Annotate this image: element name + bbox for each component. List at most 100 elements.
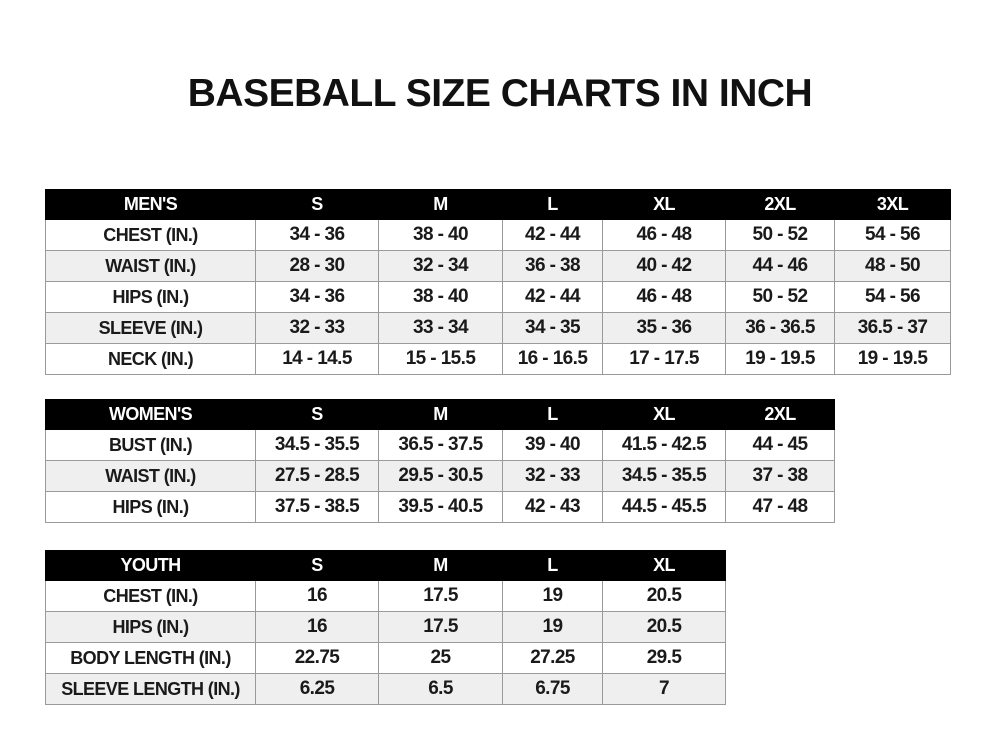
size-value: 19	[502, 580, 603, 612]
size-header: L	[502, 399, 603, 430]
size-value: 37.5 - 38.5	[255, 491, 379, 523]
size-value: 44.5 - 45.5	[602, 491, 726, 523]
size-value: 34 - 36	[255, 281, 379, 313]
size-header: M	[378, 399, 503, 430]
table-row: BUST (IN.) 34.5 - 35.5 36.5 - 37.5 39 - 40 4…	[45, 429, 835, 461]
size-value: 40 - 42	[602, 250, 726, 282]
measurement-label: SLEEVE LENGTH (IN.)	[45, 673, 256, 705]
size-value: 42 - 44	[502, 219, 603, 251]
size-value: 38 - 40	[378, 219, 503, 251]
page-title: BASEBALL SIZE CHARTS IN INCH	[187, 72, 813, 115]
size-value: 34 - 36	[255, 219, 379, 251]
womens-size-table: WOMEN'S S M L XL 2XL BUST (IN.) 34.5 - 35.5 36.5…	[45, 399, 835, 523]
size-value: 28 - 30	[255, 250, 379, 282]
header-row: WOMEN'S S M L XL 2XL	[45, 399, 835, 430]
measurement-label: HIPS (IN.)	[45, 281, 256, 313]
measurement-label: CHEST (IN.)	[45, 219, 256, 251]
size-value: 14 - 14.5	[255, 343, 379, 375]
size-value: 37 - 38	[725, 460, 835, 492]
size-header: L	[502, 550, 603, 581]
measurement-label: BUST (IN.)	[45, 429, 256, 461]
table-row: CHEST (IN.) 34 - 36 38 - 40 42 - 44 46 - 48 5…	[45, 219, 951, 251]
size-value: 17.5	[378, 611, 503, 643]
measurement-label: HIPS (IN.)	[45, 611, 256, 643]
size-value: 6.5	[378, 673, 503, 705]
size-value: 54 - 56	[834, 281, 951, 313]
size-header: S	[255, 399, 379, 430]
size-value: 19 - 19.5	[725, 343, 835, 375]
header-row: YOUTH S M L XL	[45, 550, 726, 581]
size-header: M	[378, 550, 503, 581]
size-value: 42 - 43	[502, 491, 603, 523]
size-value: 46 - 48	[602, 281, 726, 313]
size-value: 50 - 52	[725, 219, 835, 251]
table-row: WAIST (IN.) 27.5 - 28.5 29.5 - 30.5 32 - 33…	[45, 460, 835, 492]
measurement-label: SLEEVE (IN.)	[45, 312, 256, 344]
size-value: 39 - 40	[502, 429, 603, 461]
size-value: 32 - 33	[255, 312, 379, 344]
size-value: 19 - 19.5	[834, 343, 951, 375]
size-header: XL	[602, 399, 726, 430]
table-row: HIPS (IN.) 16 17.5 19 20.5	[45, 611, 726, 643]
table-row: WAIST (IN.) 28 - 30 32 - 34 36 - 38 40 - 42 4…	[45, 250, 951, 282]
size-header: S	[255, 189, 379, 220]
category-header: YOUTH	[45, 550, 256, 581]
table-row: SLEEVE LENGTH (IN.) 6.25 6.5 6.75 7	[45, 673, 726, 705]
measurement-label: WAIST (IN.)	[45, 250, 256, 282]
size-value: 38 - 40	[378, 281, 503, 313]
youth-size-table: YOUTH S M L XL CHEST (IN.) 16 17.5 19 20.5 HIPS (I…	[45, 550, 726, 705]
size-value: 36 - 36.5	[725, 312, 835, 344]
table-row: NECK (IN.) 14 - 14.5 15 - 15.5 16 - 16.5 17 …	[45, 343, 951, 375]
measurement-label: NECK (IN.)	[45, 343, 256, 375]
size-value: 29.5 - 30.5	[378, 460, 503, 492]
size-value: 15 - 15.5	[378, 343, 503, 375]
size-value: 32 - 34	[378, 250, 503, 282]
header-row: MEN'S S M L XL 2XL 3XL	[45, 189, 951, 220]
size-value: 36.5 - 37.5	[378, 429, 503, 461]
size-value: 39.5 - 40.5	[378, 491, 503, 523]
size-header: XL	[602, 550, 726, 581]
size-header: 2XL	[725, 189, 835, 220]
size-header: XL	[602, 189, 726, 220]
size-value: 16 - 16.5	[502, 343, 603, 375]
size-header: L	[502, 189, 603, 220]
size-value: 44 - 45	[725, 429, 835, 461]
size-value: 48 - 50	[834, 250, 951, 282]
size-value: 54 - 56	[834, 219, 951, 251]
size-value: 34.5 - 35.5	[602, 460, 726, 492]
table-row: BODY LENGTH (IN.) 22.75 25 27.25 29.5	[45, 642, 726, 674]
measurement-label: HIPS (IN.)	[45, 491, 256, 523]
size-value: 36.5 - 37	[834, 312, 951, 344]
size-value: 36 - 38	[502, 250, 603, 282]
size-value: 35 - 36	[602, 312, 726, 344]
measurement-label: WAIST (IN.)	[45, 460, 256, 492]
table-row: SLEEVE (IN.) 32 - 33 33 - 34 34 - 35 35 - 36…	[45, 312, 951, 344]
size-value: 6.75	[502, 673, 603, 705]
size-value: 33 - 34	[378, 312, 503, 344]
mens-size-table: MEN'S S M L XL 2XL 3XL CHEST (IN.) 34 - 36 38 - 4…	[45, 189, 951, 375]
size-value: 19	[502, 611, 603, 643]
measurement-label: CHEST (IN.)	[45, 580, 256, 612]
table-row: CHEST (IN.) 16 17.5 19 20.5	[45, 580, 726, 612]
size-value: 50 - 52	[725, 281, 835, 313]
size-value: 20.5	[602, 580, 726, 612]
size-header: S	[255, 550, 379, 581]
size-value: 34.5 - 35.5	[255, 429, 379, 461]
size-value: 7	[602, 673, 726, 705]
size-value: 20.5	[602, 611, 726, 643]
size-value: 41.5 - 42.5	[602, 429, 726, 461]
size-value: 25	[378, 642, 503, 674]
size-value: 16	[255, 580, 379, 612]
size-value: 17.5	[378, 580, 503, 612]
size-value: 6.25	[255, 673, 379, 705]
size-value: 44 - 46	[725, 250, 835, 282]
size-value: 34 - 35	[502, 312, 603, 344]
category-header: MEN'S	[45, 189, 256, 220]
size-header: M	[378, 189, 503, 220]
size-value: 46 - 48	[602, 219, 726, 251]
size-value: 22.75	[255, 642, 379, 674]
category-header: WOMEN'S	[45, 399, 256, 430]
table-row: HIPS (IN.) 37.5 - 38.5 39.5 - 40.5 42 - 43 4…	[45, 491, 835, 523]
size-header: 3XL	[834, 189, 951, 220]
size-value: 27.5 - 28.5	[255, 460, 379, 492]
